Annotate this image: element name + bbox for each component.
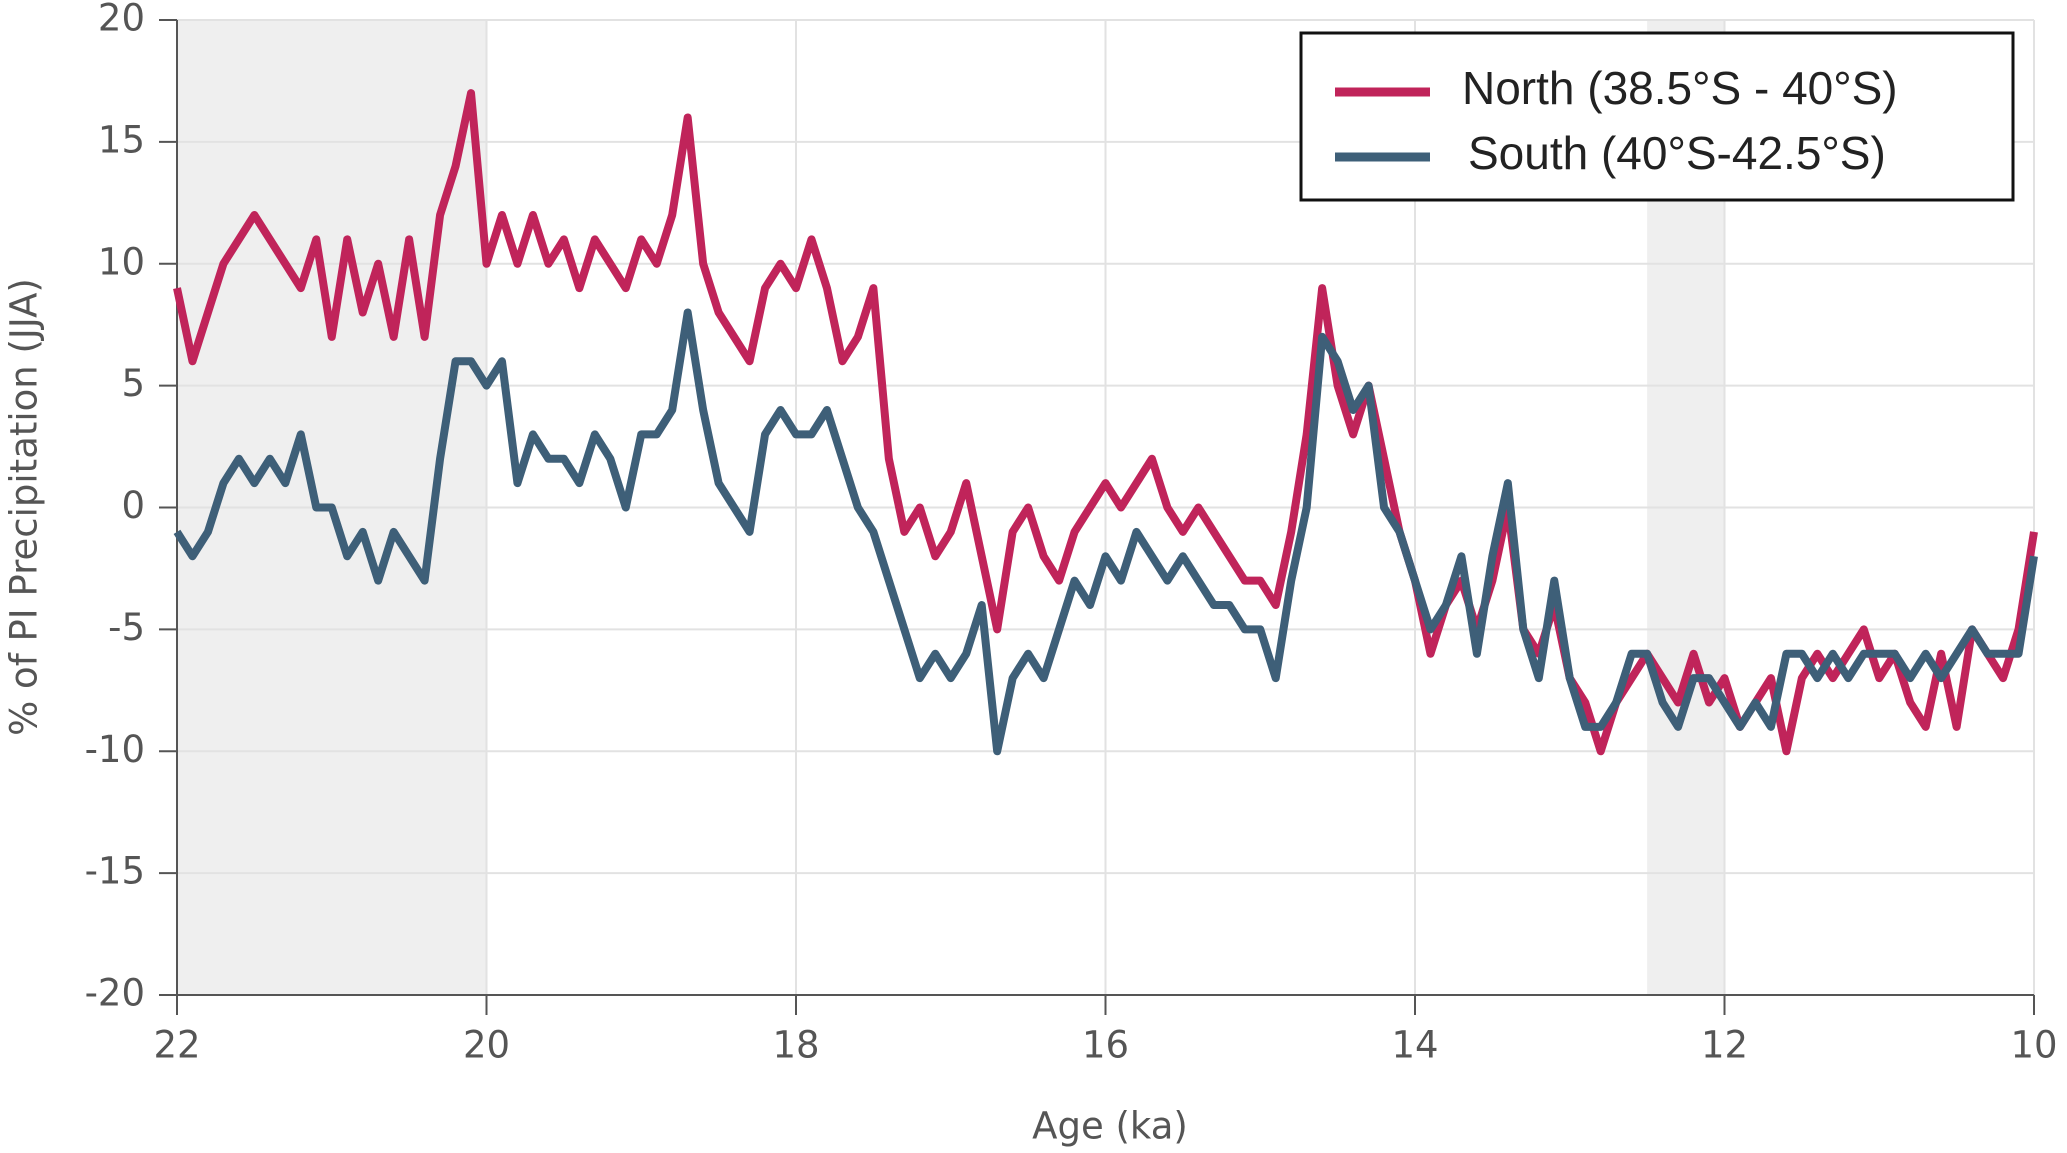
x-tick-label: 16 bbox=[1082, 1024, 1129, 1067]
y-tick-label: 20 bbox=[98, 0, 145, 40]
legend: North (38.5°S - 40°S) South (40°S-42.5°S) bbox=[1299, 31, 2015, 202]
x-tick-label: 14 bbox=[1391, 1024, 1438, 1067]
y-tick-label: 10 bbox=[98, 240, 145, 283]
legend-label: South (40°S-42.5°S) bbox=[1468, 127, 1886, 179]
x-tick-label: 12 bbox=[1701, 1024, 1748, 1067]
y-tick-label: -10 bbox=[85, 728, 145, 771]
y-tick-label: -15 bbox=[85, 850, 145, 893]
y-axis-label: % of PI Precipitation (JJA) bbox=[3, 278, 46, 736]
x-tick-label: 20 bbox=[463, 1024, 510, 1067]
line-series bbox=[173, 308, 2038, 756]
x-tick-label: 10 bbox=[2010, 1024, 2057, 1067]
y-tick-label: 15 bbox=[98, 118, 145, 161]
legend-label: North (38.5°S - 40°S) bbox=[1462, 62, 1898, 114]
x-tick-label: 22 bbox=[153, 1024, 200, 1067]
legend-box bbox=[1299, 31, 2015, 202]
line-series bbox=[173, 89, 2038, 756]
y-tick-label: -20 bbox=[85, 972, 145, 1015]
y-tick-label: -5 bbox=[108, 606, 145, 649]
y-tick-label: 0 bbox=[121, 484, 145, 527]
x-tick-label: 18 bbox=[772, 1024, 819, 1067]
y-tick-label: 5 bbox=[121, 362, 145, 405]
x-axis-label: Age (ka) bbox=[1032, 1105, 1188, 1148]
